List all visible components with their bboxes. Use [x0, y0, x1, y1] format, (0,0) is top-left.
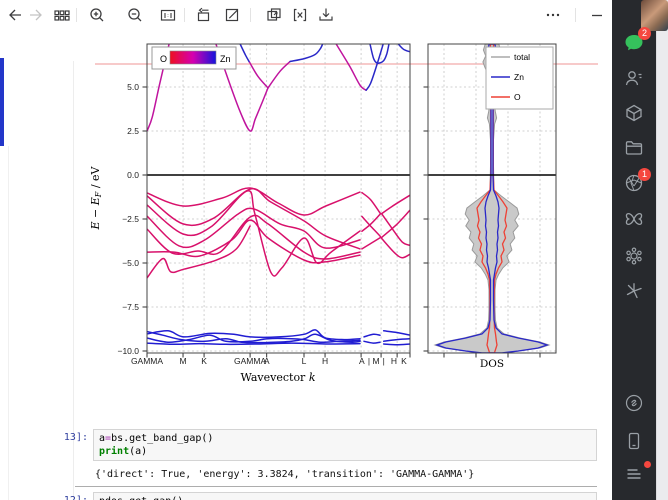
thumbnails-icon[interactable] [54, 7, 70, 23]
toolbar-divider [250, 8, 251, 22]
dos-legend-total: total [514, 52, 530, 62]
download-icon[interactable] [318, 7, 334, 23]
svg-text:M: M [179, 356, 186, 366]
svg-text:K: K [201, 356, 207, 366]
more-icon[interactable] [545, 7, 561, 23]
folder-icon[interactable] [624, 138, 644, 158]
minimize-icon[interactable] [589, 7, 605, 23]
image-viewer-toolbar [0, 0, 612, 30]
input-prompt: 13]: [63, 432, 88, 443]
band-xlabel: Wavevector k [241, 371, 316, 384]
svg-text:GAMMA: GAMMA [234, 356, 266, 366]
edit-icon[interactable] [224, 7, 240, 23]
sidebar-edge-strip [656, 0, 668, 500]
toolbar-divider [184, 8, 185, 22]
zoom-out-icon[interactable] [127, 7, 143, 23]
selected-cell-bar [0, 58, 4, 146]
notebook-screenshot: 5.0 2.5 0.0 −2.5 −5.0 −7.5 −10.0 GAMMA M K GAMMA A L… [0, 30, 612, 500]
chat-badge: 2 [638, 27, 651, 40]
svg-text:GAMMA: GAMMA [131, 356, 163, 366]
svg-text:H: H [391, 356, 397, 366]
cell-divider [75, 486, 597, 487]
chat-icon[interactable] [624, 32, 644, 52]
svg-text:−5.0: −5.0 [122, 258, 139, 268]
gridlines [146, 44, 556, 353]
input-prompt: 12]: [0, 494, 88, 500]
cell-output: {'direct': True, 'energy': 3.3824, 'tran… [95, 469, 475, 480]
dos-legend-o: O [514, 92, 521, 102]
actual-size-icon[interactable] [160, 7, 176, 23]
menu-notification-dot [644, 461, 651, 468]
dos-xlabel: DOS [480, 358, 504, 370]
link-icon[interactable] [624, 393, 644, 413]
code-line: print(a) [99, 446, 148, 457]
workbench-icon[interactable] [624, 103, 644, 123]
svg-text:−2.5: −2.5 [122, 214, 139, 224]
back-icon[interactable] [7, 7, 23, 23]
discover-icon[interactable] [624, 173, 644, 193]
copy-to-icon[interactable] [266, 7, 282, 23]
band-colorbar-legend: O Zn [151, 46, 237, 70]
svg-text:2.5: 2.5 [127, 126, 139, 136]
toolbar-divider [76, 8, 77, 22]
svg-text:L: L [302, 356, 307, 366]
page-edge-line [73, 61, 74, 500]
zoom-in-icon[interactable] [89, 7, 105, 23]
toolbar-divider [575, 8, 576, 22]
plot-series [147, 44, 556, 353]
svg-text:K: K [401, 356, 407, 366]
menu-icon[interactable] [624, 464, 644, 484]
svg-text:5.0: 5.0 [127, 82, 139, 92]
app-sidebar [612, 0, 656, 500]
rotate-icon[interactable] [195, 7, 211, 23]
code-input[interactable]: pdos.get_gap() [93, 492, 597, 500]
svg-text:H: H [322, 356, 328, 366]
contacts-icon[interactable] [624, 68, 644, 88]
user-avatar[interactable] [641, 0, 668, 31]
window-edge-line [8, 146, 9, 500]
band-ylabel: E − EF / eV [89, 165, 103, 230]
code-input[interactable]: a=bs.get_band_gap() print(a) [93, 429, 597, 461]
dos-legend: total Zn O [485, 46, 554, 110]
sparkle-icon[interactable] [624, 281, 644, 301]
forward-icon[interactable] [28, 7, 44, 23]
svg-text:A: A [264, 356, 270, 366]
cell-top-line [95, 63, 598, 65]
code-line: pdos.get_gap() [99, 495, 591, 500]
band-axes-frame [146, 43, 411, 354]
svg-text:|: | [368, 356, 370, 366]
svg-text:|: | [383, 356, 385, 366]
svg-text:−10.0: −10.0 [117, 346, 139, 356]
phone-icon[interactable] [624, 431, 644, 451]
code-line: a=bs.get_band_gap() [99, 433, 214, 444]
settings-icon[interactable] [624, 246, 644, 266]
discover-badge: 1 [638, 168, 651, 181]
svg-text:0.0: 0.0 [127, 170, 139, 180]
svg-text:−7.5: −7.5 [122, 302, 139, 312]
dos-legend-zn: Zn [514, 72, 524, 82]
dos-axes-frame [427, 43, 557, 354]
butterfly-icon[interactable] [624, 209, 644, 229]
svg-text:A: A [359, 356, 365, 366]
extract-text-icon[interactable] [292, 7, 308, 23]
svg-text:M: M [373, 356, 380, 366]
